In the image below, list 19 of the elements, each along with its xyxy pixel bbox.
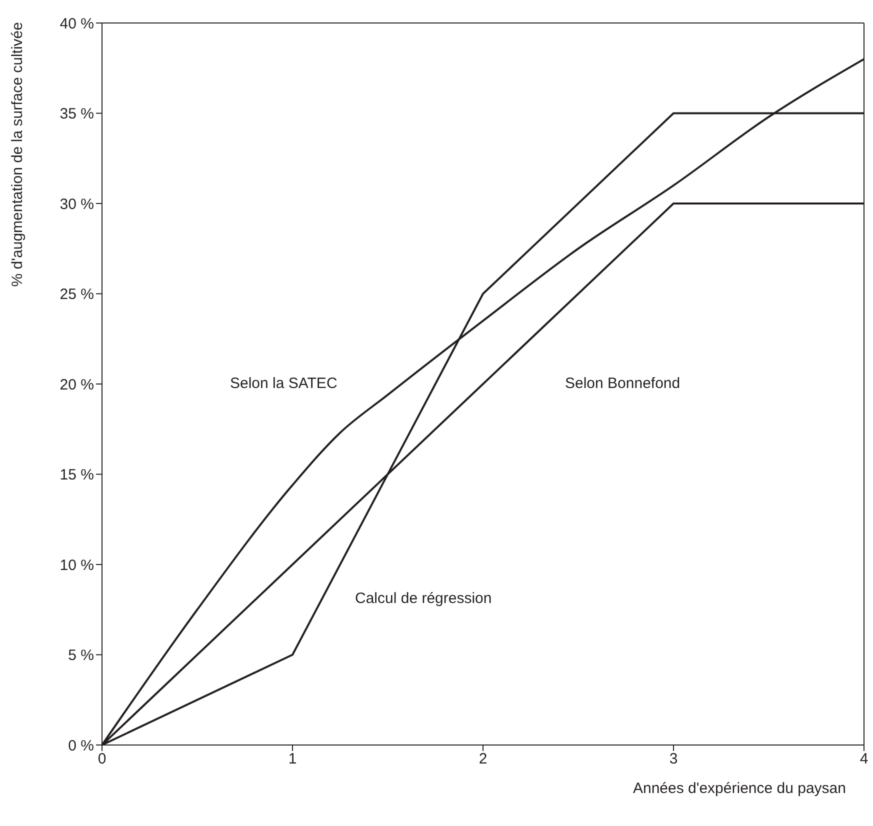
y-tick-label: 30 % xyxy=(60,196,94,213)
y-tick-label: 15 % xyxy=(60,466,94,484)
x-tick-label: 0 xyxy=(98,750,106,768)
y-axis-title: % d'augmentation de la surface cultivée xyxy=(9,22,26,287)
y-tick-label: 0 % xyxy=(68,737,94,754)
y-tick-label: 35 % xyxy=(60,106,94,123)
annotation: Calcul de régression xyxy=(355,590,492,607)
y-tick-label: 10 % xyxy=(60,556,94,574)
y-tick-label: 40 % xyxy=(60,15,94,32)
x-tick-label: 4 xyxy=(860,750,868,768)
annotation: Selon Bonnefond xyxy=(565,375,680,392)
y-tick-label: 20 % xyxy=(60,376,94,394)
x-tick-label: 1 xyxy=(288,750,297,768)
annotation: Selon la SATEC xyxy=(230,375,338,392)
y-tick-label: 5 % xyxy=(68,647,94,664)
x-axis-title: Années d'expérience du paysan xyxy=(632,780,846,797)
y-tick-label: 25 % xyxy=(60,286,94,304)
x-tick-label: 3 xyxy=(669,750,678,768)
x-tick-label: 2 xyxy=(478,750,488,768)
